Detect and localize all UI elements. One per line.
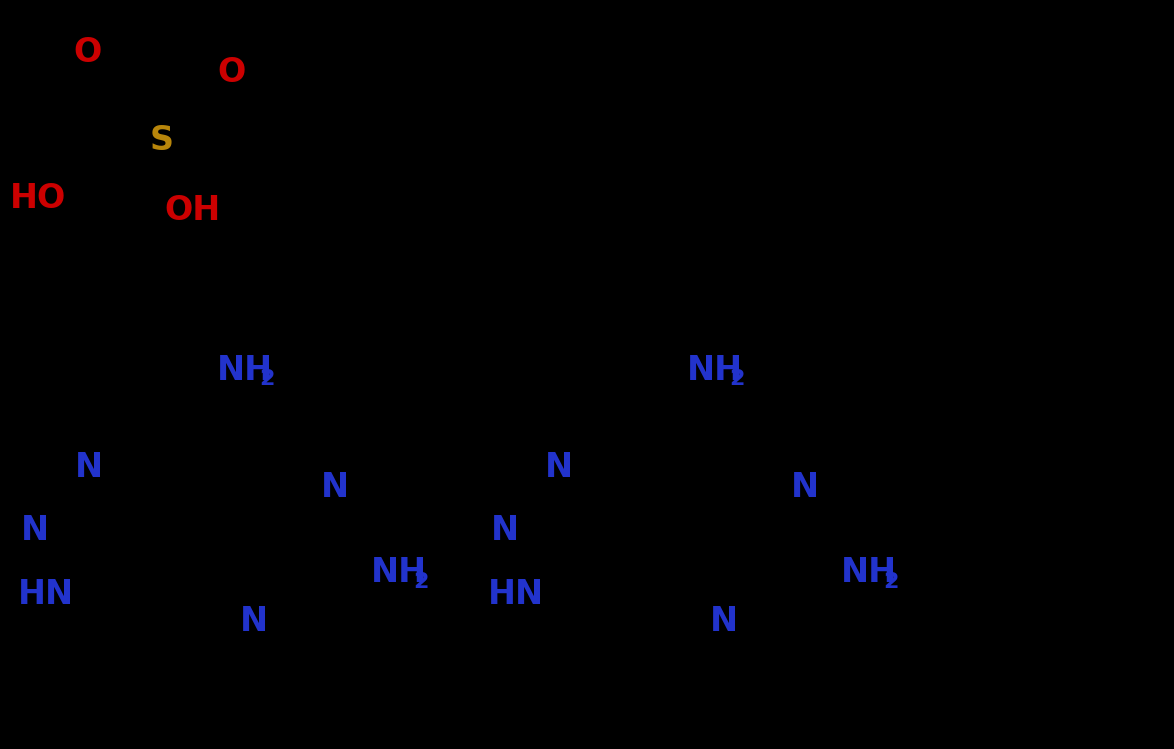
Text: HN: HN xyxy=(487,578,544,611)
Text: 2: 2 xyxy=(413,571,429,592)
Text: OH: OH xyxy=(164,193,221,226)
Text: O: O xyxy=(74,35,102,68)
Text: S: S xyxy=(150,124,174,157)
Text: NH: NH xyxy=(841,556,897,589)
Text: HN: HN xyxy=(18,578,74,611)
Text: NH: NH xyxy=(687,354,743,386)
Text: 2: 2 xyxy=(259,369,275,389)
Text: N: N xyxy=(241,605,269,638)
Text: N: N xyxy=(790,471,818,504)
Text: N: N xyxy=(321,471,349,504)
Text: O: O xyxy=(218,55,247,88)
Text: N: N xyxy=(75,452,103,485)
Text: 2: 2 xyxy=(883,571,898,592)
Text: N: N xyxy=(20,514,48,547)
Text: 2: 2 xyxy=(729,369,745,389)
Text: NH: NH xyxy=(371,556,426,589)
Text: N: N xyxy=(710,605,738,638)
Text: HO: HO xyxy=(9,181,66,214)
Text: N: N xyxy=(545,452,573,485)
Text: N: N xyxy=(491,514,519,547)
Text: NH: NH xyxy=(217,354,274,386)
